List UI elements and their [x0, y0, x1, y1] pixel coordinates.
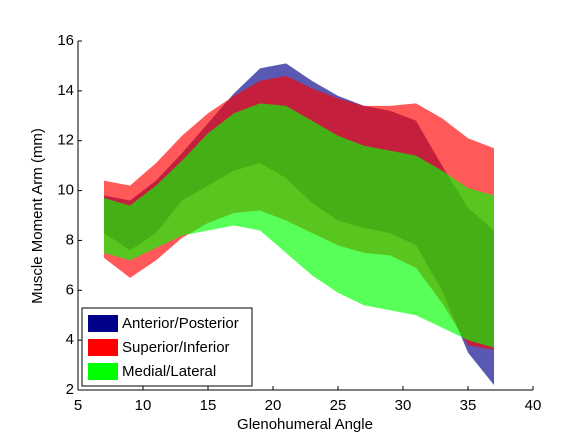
- x-tick-label: 15: [200, 397, 217, 414]
- band: [104, 103, 494, 348]
- y-tick-label: 14: [57, 82, 74, 99]
- x-tick-label: 40: [525, 397, 542, 414]
- y-tick-label: 6: [66, 281, 74, 298]
- legend-label: Superior/Inferior: [122, 339, 230, 356]
- y-tick-label: 12: [57, 132, 74, 149]
- y-tick-label: 16: [57, 32, 74, 49]
- legend-label: Anterior/Posterior: [122, 315, 239, 332]
- legend-label: Medial/Lateral: [122, 363, 216, 380]
- y-axis-label: Muscle Moment Arm (mm): [29, 128, 46, 304]
- legend-swatch: [88, 339, 118, 356]
- x-tick-label: 30: [395, 397, 412, 414]
- x-axis-label: Glenohumeral Angle: [237, 416, 373, 433]
- y-tick-label: 10: [57, 182, 74, 199]
- x-tick-label: 10: [135, 397, 152, 414]
- x-tick-label: 20: [265, 397, 282, 414]
- x-tick-label: 25: [330, 397, 347, 414]
- legend-swatch: [88, 363, 118, 380]
- legend-swatch: [88, 315, 118, 332]
- y-tick-label: 8: [66, 231, 74, 248]
- x-tick-label: 5: [74, 397, 82, 414]
- y-tick-label: 2: [66, 381, 74, 398]
- x-tick-label: 35: [460, 397, 477, 414]
- y-tick-label: 4: [66, 331, 74, 348]
